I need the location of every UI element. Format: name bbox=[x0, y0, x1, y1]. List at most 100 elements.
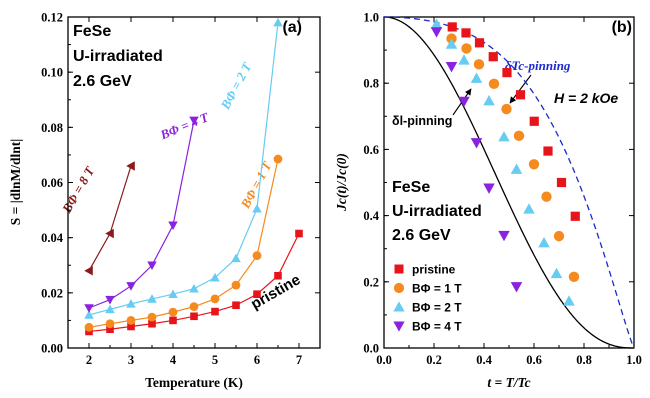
panel-b-ytick-label: 0.4 bbox=[363, 209, 379, 223]
panel-a-annotation-4t: BΦ = 4 T bbox=[157, 109, 211, 143]
panel-b-legend-label-pristine: pristine bbox=[412, 263, 456, 277]
panel-b-sample-line-2: U-irradiated bbox=[392, 203, 482, 220]
panel-b-sample-line-1: FeSe bbox=[392, 179, 430, 196]
panel-b-curve-l-pinning bbox=[383, 16, 634, 349]
panel-a-ytick-label: 0.04 bbox=[41, 231, 64, 245]
panel-b-point-b-2-t bbox=[498, 131, 510, 142]
panel-b-curve-tc-pinning bbox=[384, 16, 635, 349]
panel-b-ytick-label: 0.2 bbox=[363, 275, 379, 289]
panel-a-point-b-2-t bbox=[252, 203, 262, 213]
panel-a-point-b-4-t bbox=[126, 282, 136, 291]
panel-a-point-pristine bbox=[148, 319, 156, 328]
panel-b-legend-marker-b-2-t bbox=[393, 301, 405, 312]
panel-a-point-b-2-t bbox=[210, 272, 220, 282]
panel-a-point-b-2-t bbox=[126, 299, 136, 308]
panel-a-point-b-2-t bbox=[105, 304, 115, 314]
panel-a-annotation-8t: BΦ = 8 T bbox=[58, 163, 97, 216]
panel-b-xtick-label: 0.6 bbox=[526, 353, 542, 367]
panel-b-point-pristine bbox=[543, 146, 553, 156]
panel-b-xtick-label: 0.8 bbox=[576, 353, 592, 367]
panel-a-point-b-1-t bbox=[189, 302, 199, 312]
panel-b-legend-marker-b-4-t bbox=[393, 321, 405, 332]
panel-b-legend-marker-b-1-t bbox=[393, 282, 405, 294]
panel-b-point-b-2-t bbox=[538, 236, 550, 248]
panel-b: (b) FeSe U-irradiated 2.6 GeV H = 2 kOe … bbox=[334, 19, 632, 390]
panel-a-point-b-1-t bbox=[252, 251, 262, 260]
panel-a-xtick-label: 5 bbox=[212, 353, 218, 367]
panel-b-point-b-1-t bbox=[461, 43, 472, 54]
panel-a-ytick-label: 0.00 bbox=[41, 342, 63, 356]
panel-a-xtick-label: 3 bbox=[128, 353, 134, 367]
panel-a-x-title: Temperature (K) bbox=[145, 375, 243, 390]
panel-a-point-b-1-t bbox=[105, 319, 115, 329]
panel-a-point-pristine bbox=[190, 312, 198, 321]
panel-b-point-b-2-t bbox=[563, 295, 575, 306]
panel-a-ytick-label: 0.08 bbox=[41, 121, 63, 135]
panel-a-sample-line-3: 2.6 GeV bbox=[73, 73, 132, 90]
panel-a-ytick-label: 0.02 bbox=[41, 286, 63, 300]
panel-b-point-b-4-t bbox=[430, 27, 443, 38]
panel-b-point-b-2-t bbox=[470, 72, 483, 83]
panel-a-plot-layer: 2 3 4 5 6 7 0.00 0.02 0.04 0.06 0.08 0.10 0.12 bbox=[41, 11, 321, 367]
panel-b-sample-line-3: 2.6 GeV bbox=[392, 227, 451, 244]
panel-b-point-b-4-t bbox=[458, 96, 470, 108]
panel-b-point-b-1-t bbox=[541, 191, 552, 202]
panel-b-point-b-4-t bbox=[510, 282, 523, 293]
panel-a-point-b-2-t bbox=[273, 17, 283, 27]
panel-b-point-b-4-t bbox=[483, 183, 495, 194]
panel-a-point-b-2-t bbox=[231, 253, 241, 263]
panel-b-point-b-2-t bbox=[483, 94, 495, 106]
panel-b-point-b-1-t bbox=[528, 159, 540, 170]
panel-a-point-pristine bbox=[127, 322, 135, 331]
panel-b-point-pristine bbox=[556, 177, 567, 188]
panel-a-point-b-8-t bbox=[105, 228, 114, 239]
panel-a-point-pristine bbox=[253, 290, 261, 299]
panel-a-point-b-4-t bbox=[168, 221, 178, 231]
panel-b-point-b-1-t bbox=[568, 271, 580, 283]
panel-b-point-pristine bbox=[515, 90, 526, 100]
panel-b-point-b-1-t bbox=[553, 230, 565, 242]
panel-a-point-b-4-t bbox=[84, 304, 94, 313]
panel-b-point-pristine bbox=[488, 52, 498, 62]
panel-b-point-b-2-t bbox=[445, 38, 458, 49]
panel-a-point-b-2-t bbox=[147, 294, 157, 303]
panel-b-field-label: H = 2 kOe bbox=[554, 90, 618, 106]
panel-b-xtick-label: 0.0 bbox=[376, 353, 392, 367]
panel-a-point-b-2-t bbox=[189, 283, 199, 293]
panel-b-point-pristine bbox=[447, 22, 457, 32]
panel-b-point-b-4-t bbox=[470, 138, 483, 149]
panel-b-point-b-1-t bbox=[513, 130, 525, 142]
panel-b-curve-label-dl: δl-pinning bbox=[392, 114, 452, 128]
panel-a-series-line-b-8-t bbox=[88, 165, 132, 272]
panel-b-point-b-2-t bbox=[550, 267, 563, 279]
panel-b-point-b-2-t bbox=[458, 54, 470, 65]
panel-b-legend-label-b-2-t: BΦ = 2 T bbox=[412, 301, 462, 315]
panel-b-curve-label-dtc: δTc-pinning bbox=[505, 58, 571, 73]
panel-a-point-b-4-t bbox=[105, 295, 115, 305]
panel-b-plot-layer: 0.0 0.2 0.4 0.6 0.8 1.0 0.0 0.2 0.4 0.6 0.8 1.0 pris… bbox=[363, 11, 641, 368]
panel-b-point-pristine bbox=[474, 38, 485, 48]
panel-a-frame bbox=[67, 16, 321, 349]
panel-b-point-b-1-t bbox=[473, 59, 485, 70]
panel-a-point-b-1-t bbox=[84, 322, 94, 332]
panel-a-point-b-1-t bbox=[147, 312, 157, 322]
panel-a-point-b-8-t bbox=[84, 266, 93, 276]
panel-b-point-b-4-t bbox=[498, 230, 510, 242]
panel-b-label: (b) bbox=[612, 19, 632, 36]
panel-a-xtick-label: 6 bbox=[254, 353, 260, 367]
panel-a-point-b-1-t bbox=[168, 307, 178, 317]
panel-b-point-pristine bbox=[502, 68, 512, 78]
panel-a-xtick-label: 4 bbox=[170, 353, 177, 367]
panel-b-xtick-label: 1.0 bbox=[626, 353, 642, 367]
panel-a-point-b-2-t bbox=[84, 310, 94, 319]
panel-a-point-pristine bbox=[295, 229, 303, 238]
panel-a-point-b-2-t bbox=[168, 289, 178, 299]
panel-a-point-b-1-t bbox=[231, 280, 241, 290]
panel-a-annotation-1t: BΦ = 1 T bbox=[237, 158, 275, 211]
panel-b-point-pristine bbox=[461, 28, 471, 38]
panel-b-point-b-1-t bbox=[488, 78, 500, 90]
panel-b-xtick-label: 0.4 bbox=[476, 353, 492, 367]
panel-a-series-line-b-2-t bbox=[88, 22, 279, 316]
panel-b-arrow-dtc bbox=[509, 74, 532, 104]
